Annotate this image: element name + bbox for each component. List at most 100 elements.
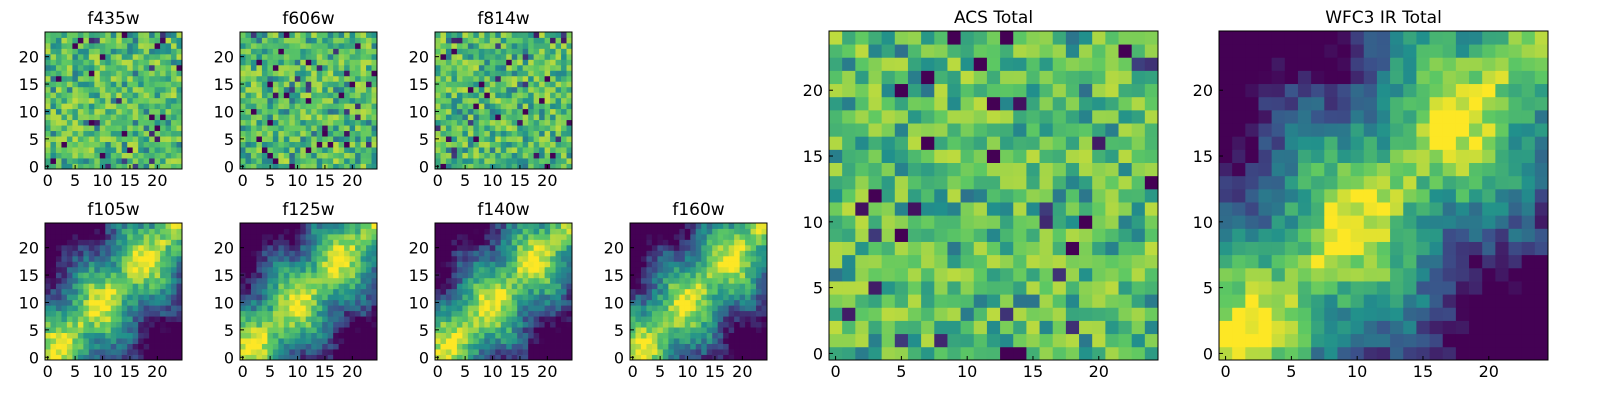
heatmap-cell — [947, 202, 961, 216]
heatmap-cell — [723, 354, 730, 361]
heatmap-cell — [77, 299, 84, 306]
heatmap-cell — [94, 305, 101, 312]
heatmap-cell — [451, 233, 458, 240]
heatmap-cell — [127, 108, 134, 115]
heatmap-cell — [445, 288, 452, 295]
heatmap-cell — [256, 81, 263, 88]
heatmap-cell — [435, 305, 441, 312]
heatmap-cell — [94, 349, 101, 355]
heatmap-cell — [662, 321, 669, 328]
heatmap-cell — [294, 228, 301, 235]
heatmap-cell — [327, 86, 334, 93]
heatmap-cell — [278, 125, 285, 132]
heatmap-cell — [701, 294, 708, 301]
heatmap-cell — [355, 299, 361, 306]
heatmap-cell — [240, 316, 246, 323]
heatmap-cell — [723, 294, 730, 301]
y-tick-label: 5 — [614, 321, 624, 340]
heatmap-cell — [45, 332, 51, 339]
heatmap-cell — [149, 75, 155, 82]
heatmap-cell — [662, 299, 669, 306]
heatmap-cell — [349, 136, 356, 142]
heatmap-cell — [272, 299, 279, 306]
heatmap-cell — [478, 266, 485, 273]
heatmap-cell — [256, 332, 263, 339]
heatmap-cell — [947, 162, 961, 177]
heatmap-cell — [456, 327, 463, 333]
heatmap-cell — [316, 158, 323, 164]
heatmap-cell — [344, 158, 350, 164]
heatmap-cell — [745, 283, 751, 290]
heatmap-cell — [440, 42, 447, 49]
heatmap-cell — [245, 48, 252, 55]
heatmap-cell — [61, 64, 68, 71]
heatmap-cell — [294, 147, 301, 153]
heatmap-cell — [1105, 175, 1119, 190]
heatmap-cell — [445, 158, 452, 164]
heatmap-cell — [1105, 294, 1119, 308]
heatmap-cell — [478, 75, 485, 82]
heatmap-cell — [360, 92, 367, 99]
heatmap-cell — [99, 158, 106, 164]
heatmap-cell — [539, 299, 545, 306]
heatmap-cell — [300, 147, 307, 153]
heatmap-cell — [829, 307, 843, 321]
heatmap-cell — [456, 75, 463, 82]
heatmap-cell — [756, 316, 762, 323]
heatmap-cell — [366, 305, 372, 312]
heatmap-cell — [440, 37, 447, 44]
heatmap-cell — [528, 75, 535, 82]
heatmap-cell — [294, 97, 301, 104]
heatmap-cell — [176, 130, 183, 137]
heatmap-cell — [256, 97, 263, 104]
heatmap-cell — [462, 147, 469, 153]
heatmap-cell — [495, 136, 502, 142]
heatmap-cell — [305, 152, 312, 159]
heatmap-cell — [555, 48, 562, 55]
heatmap-cell — [550, 288, 556, 295]
heatmap-cell — [640, 283, 647, 290]
heatmap-cell — [662, 277, 669, 284]
heatmap-cell — [305, 349, 312, 355]
heatmap-cell — [371, 37, 378, 44]
heatmap-cell — [355, 103, 361, 110]
heatmap-cell — [72, 255, 79, 262]
heatmap-cell — [154, 92, 161, 99]
heatmap-cell — [462, 64, 469, 71]
y-tick-label: 15 — [19, 75, 39, 94]
heatmap-cell — [267, 108, 274, 115]
heatmap-cell — [921, 123, 935, 137]
heatmap-cell — [651, 294, 658, 301]
heatmap-cell — [473, 354, 480, 361]
heatmap-cell — [300, 32, 307, 38]
heatmap-cell — [360, 266, 367, 273]
heatmap-cell — [127, 59, 134, 66]
heatmap-cell — [640, 244, 647, 251]
heatmap-cell — [986, 175, 1001, 190]
heatmap-cell — [717, 255, 724, 262]
heatmap-cell — [495, 277, 502, 284]
heatmap-cell — [66, 152, 73, 159]
heatmap-cell — [511, 305, 518, 312]
heatmap-cell — [272, 349, 279, 355]
heatmap-cell — [94, 92, 101, 99]
heatmap-cell — [517, 228, 524, 235]
heatmap-cell — [121, 338, 128, 344]
heatmap-cell — [829, 320, 843, 335]
heatmap-cell — [723, 299, 730, 306]
heatmap-cell — [45, 349, 51, 355]
heatmap-cell — [881, 136, 896, 150]
heatmap-cell — [467, 42, 474, 49]
heatmap-cell — [1118, 162, 1133, 177]
heatmap-cell — [55, 310, 62, 317]
heatmap-cell — [706, 261, 713, 268]
heatmap-cell — [305, 163, 312, 170]
heatmap-cell — [261, 81, 268, 88]
heatmap-cell — [690, 316, 697, 323]
heatmap-cell — [561, 288, 567, 295]
heatmap-cell — [138, 75, 145, 82]
heatmap-cell — [110, 288, 117, 295]
heatmap-cell — [333, 70, 340, 77]
heatmap-cell — [1013, 254, 1027, 269]
heatmap-cell — [842, 123, 856, 137]
